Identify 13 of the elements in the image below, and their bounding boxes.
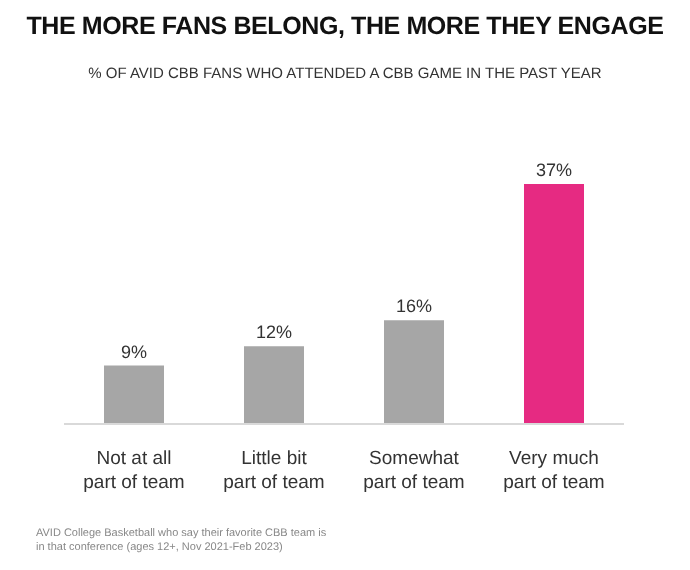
- data-label: 37%: [535, 160, 573, 180]
- x-tick-label: Very much part of team: [503, 448, 605, 494]
- data-label: 16%: [395, 296, 433, 317]
- bar: [524, 184, 584, 424]
- x-tick-label: Not at all part of team: [83, 448, 185, 494]
- data-label: 12%: [255, 322, 293, 343]
- chart-title: THE MORE FANS BELONG, THE MORE THEY ENGAGE: [24, 12, 666, 40]
- bar: [384, 320, 444, 424]
- x-tick-label: Somewhat part of team: [363, 448, 465, 494]
- bar: [104, 365, 164, 424]
- bar: [244, 346, 304, 424]
- x-tick-label: Little bit part of team: [223, 448, 325, 494]
- data-label: 9%: [120, 341, 148, 362]
